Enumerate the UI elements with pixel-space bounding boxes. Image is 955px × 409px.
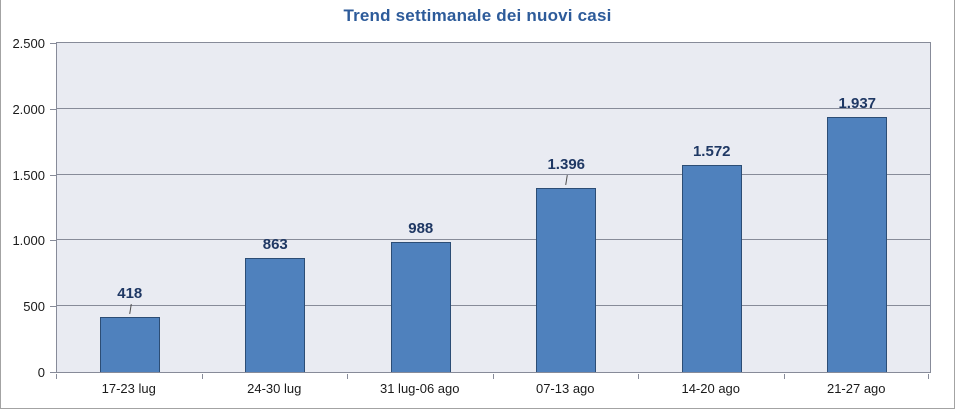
- data-label: 863: [262, 236, 288, 254]
- x-axis-ticks: [56, 373, 931, 379]
- y-axis: 0 500 1.000 1.500 2.000 2.500: [1, 36, 56, 380]
- plot-area: 418 863 988 1.396 1.572 1.937: [56, 42, 931, 373]
- y-axis-tick-mark: [50, 306, 56, 308]
- y-axis-tick-mark: [50, 108, 56, 110]
- y-axis-tick-label: 1.000: [12, 233, 45, 249]
- bar: [99, 317, 160, 372]
- x-axis-tick-mark: [492, 374, 494, 379]
- y-axis-tick-label: 2.500: [12, 36, 45, 51]
- y-axis-tick-label: 0: [37, 365, 45, 380]
- x-axis-tick-mark: [783, 374, 785, 379]
- data-label: 1.572: [692, 143, 731, 161]
- bar: [245, 258, 306, 372]
- x-axis-label: 17-23 lug: [101, 381, 156, 396]
- y-axis-tick-mark: [50, 43, 56, 44]
- x-axis-tick-mark: [347, 374, 348, 379]
- y-axis-tick-mark: [50, 174, 56, 176]
- label-leader-line: [565, 175, 569, 186]
- y-axis-tick-label: 2.000: [12, 101, 45, 117]
- gridline: [57, 239, 930, 241]
- x-axis-label: 07-13 ago: [535, 381, 595, 396]
- y-axis-tick-mark: [50, 372, 56, 373]
- bar: [536, 188, 597, 372]
- y-axis-tick-label: 1.500: [12, 167, 45, 183]
- bar: [827, 117, 888, 372]
- data-label: 418: [117, 285, 143, 302]
- x-axis-tick-mark: [201, 374, 203, 379]
- y-axis-tick-mark: [50, 240, 56, 242]
- gridline: [57, 305, 930, 307]
- bar: [390, 241, 451, 372]
- x-axis-labels: 17-23 lug 24-30 lug 31 lug-06 ago 07-13 ago…: [56, 381, 931, 401]
- chart-title: Trend settimanale dei nuovi casi: [343, 6, 612, 25]
- x-axis-label: 31 lug-06 ago: [379, 381, 460, 396]
- data-label: 1.937: [838, 95, 877, 113]
- x-axis-label: 21-27 ago: [826, 381, 886, 396]
- x-axis-tick-mark: [928, 374, 929, 379]
- x-axis-tick-mark: [56, 374, 57, 379]
- data-label: 1.396: [547, 156, 586, 174]
- y-axis-tick-label: 500: [23, 299, 45, 315]
- x-axis-label: 24-30 lug: [247, 381, 302, 396]
- gridline: [57, 107, 930, 109]
- x-axis-tick-mark: [638, 374, 639, 379]
- bar: [681, 165, 742, 372]
- gridline: [57, 173, 930, 175]
- data-label: 988: [408, 219, 434, 237]
- x-axis-label: 14-20 ago: [681, 381, 741, 396]
